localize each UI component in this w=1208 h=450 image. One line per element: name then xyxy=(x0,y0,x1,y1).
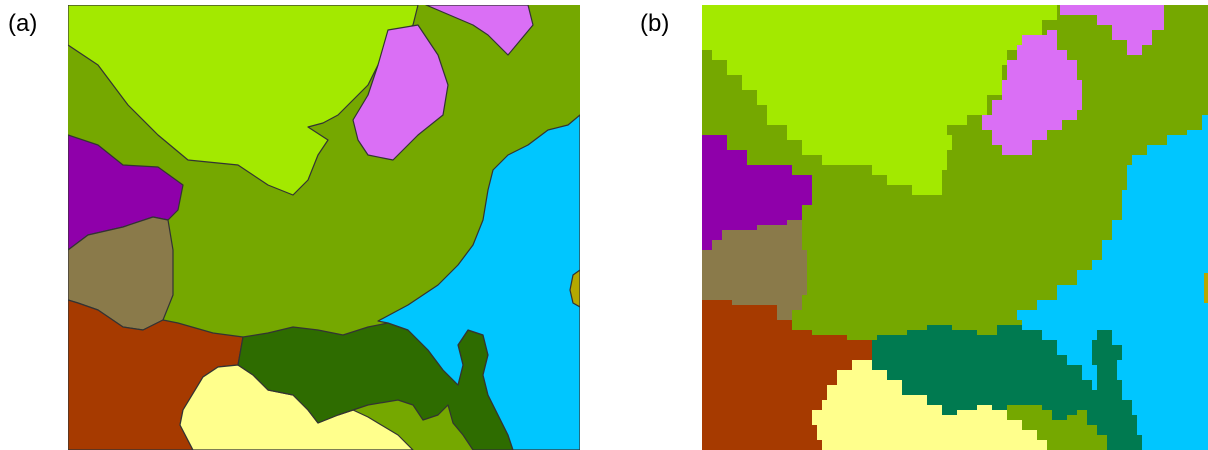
brown-olive-region xyxy=(702,220,807,320)
map-panel-b-pixelated xyxy=(702,5,1208,450)
mustard-region xyxy=(1204,273,1208,303)
violet-region xyxy=(352,5,534,161)
rust-region xyxy=(702,300,872,450)
mustard-region xyxy=(569,269,580,308)
sky-blue-region xyxy=(1017,115,1208,450)
map-panel-a-smooth xyxy=(68,5,580,450)
purple-region xyxy=(702,135,812,250)
panel-a-label: (a) xyxy=(8,10,38,37)
violet-region xyxy=(982,5,1164,155)
teal-green-region xyxy=(872,325,1142,450)
lime-region xyxy=(702,5,1057,195)
sky-blue-region xyxy=(377,114,580,450)
panel-b-label: (b) xyxy=(640,10,670,37)
